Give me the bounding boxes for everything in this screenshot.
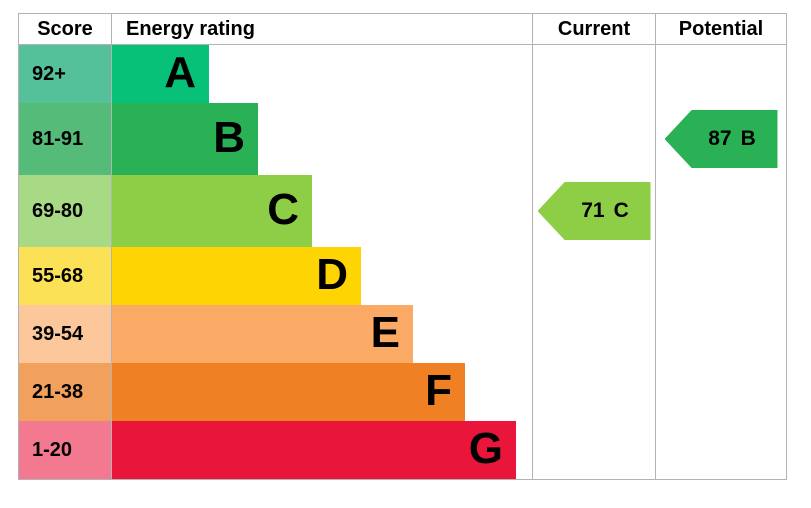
score-range-d: 55-68 <box>19 247 111 305</box>
potential-cell-b: 87 B <box>655 103 786 175</box>
header-potential: Potential <box>655 14 786 44</box>
band-letter-e: E <box>370 308 400 357</box>
score-range-b: 81-91 <box>19 103 111 175</box>
current-cell-e <box>532 305 655 363</box>
band-letter-b: B <box>213 113 245 162</box>
score-range-f: 21-38 <box>19 363 111 421</box>
potential-cell-g <box>655 421 786 479</box>
band-bar-g: G <box>112 421 516 479</box>
potential-rating-value: 87 <box>708 127 732 150</box>
score-range-g: 1-20 <box>19 421 111 479</box>
band-letter-c: C <box>267 185 299 234</box>
energy-rating-cell-e: E <box>111 305 532 363</box>
band-bar-f: F <box>112 363 465 421</box>
band-letter-a: A <box>164 48 196 97</box>
band-bar-b: B <box>112 103 258 175</box>
current-cell-g <box>532 421 655 479</box>
band-row-d: 55-68 D <box>19 247 786 305</box>
band-row-f: 21-38 F <box>19 363 786 421</box>
header-current: Current <box>532 14 655 44</box>
potential-rating-band: B <box>740 127 756 150</box>
energy-rating-cell-f: F <box>111 363 532 421</box>
score-range-c: 69-80 <box>19 175 111 247</box>
band-row-c: 69-80 C 71 C <box>19 175 786 247</box>
current-cell-a <box>532 45 655 103</box>
band-bar-c: C <box>112 175 312 247</box>
energy-rating-cell-b: B <box>111 103 532 175</box>
current-cell-b <box>532 103 655 175</box>
band-letter-f: F <box>425 366 452 415</box>
score-range-a: 92+ <box>19 45 111 103</box>
potential-rating-arrow: 87 B <box>664 110 778 168</box>
band-row-a: 92+ A <box>19 45 786 103</box>
header-score: Score <box>37 17 93 40</box>
potential-cell-a <box>655 45 786 103</box>
band-rows: 92+ A 81-91 B 87 B 69-80 C 71 C 55-68 D 39-54 E 21-38 F… <box>19 45 786 479</box>
band-row-g: 1-20 G <box>19 421 786 479</box>
current-cell-d <box>532 247 655 305</box>
band-bar-e: E <box>112 305 413 363</box>
energy-rating-cell-a: A <box>111 45 532 103</box>
band-bar-a: A <box>112 45 209 103</box>
current-cell-f <box>532 363 655 421</box>
energy-rating-cell-c: C <box>111 175 532 247</box>
score-range-e: 39-54 <box>19 305 111 363</box>
current-rating-value: 71 <box>581 199 605 222</box>
band-bar-d: D <box>112 247 361 305</box>
potential-cell-f <box>655 363 786 421</box>
current-rating-arrow: 71 C <box>537 182 651 240</box>
potential-cell-d <box>655 247 786 305</box>
potential-cell-c <box>655 175 786 247</box>
current-cell-c: 71 C <box>532 175 655 247</box>
current-rating-band: C <box>613 199 629 222</box>
header-row: Score Energy rating Current Potential <box>19 14 786 45</box>
energy-rating-cell-g: G <box>111 421 532 479</box>
potential-cell-e <box>655 305 786 363</box>
band-row-e: 39-54 E <box>19 305 786 363</box>
energy-rating-cell-d: D <box>111 247 532 305</box>
band-letter-g: G <box>468 424 503 473</box>
epc-table: Score Energy rating Current Potential 92… <box>18 13 787 480</box>
band-letter-d: D <box>316 250 348 299</box>
band-row-b: 81-91 B 87 B <box>19 103 786 175</box>
header-energy-rating: Energy rating <box>111 14 532 44</box>
